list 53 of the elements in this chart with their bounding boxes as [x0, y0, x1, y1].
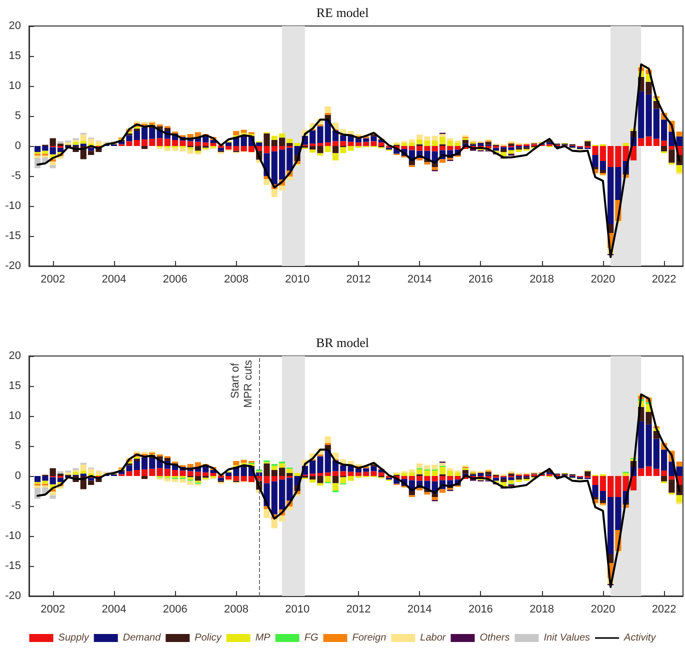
y-tick-label: 5	[14, 110, 21, 122]
x-tick-label: 2002	[40, 274, 66, 286]
x-tick-label: 2022	[652, 274, 676, 286]
chart-title: BR model	[316, 335, 370, 350]
chart-title: RE model	[316, 5, 370, 20]
x-tick-label: 2008	[224, 604, 248, 616]
legend-label: Labor	[420, 632, 446, 644]
legend-label: FG	[304, 632, 318, 644]
x-tick-label: 2020	[590, 274, 616, 286]
x-tick-label: 2010	[285, 274, 310, 286]
y-tick-label: 20	[8, 20, 21, 32]
y-tick-label: -10	[5, 200, 21, 212]
legend-label: Demand	[122, 632, 162, 644]
y-tick-label: -20	[5, 590, 21, 602]
x-tick-label: 2012	[346, 274, 371, 286]
x-tick-label: 2016	[468, 604, 493, 616]
y-tick-label: -15	[5, 560, 21, 572]
y-tick-label: 10	[8, 80, 21, 92]
y-tick-label: 20	[8, 350, 21, 362]
y-tick-label: 0	[14, 470, 21, 482]
legend-label: Supply	[58, 632, 90, 644]
y-tick-label: 5	[14, 440, 21, 452]
ref-line-label: Start of MPR cuts	[230, 360, 255, 408]
y-tick-label: -15	[5, 230, 21, 242]
y-tick-label: -5	[11, 500, 21, 512]
x-tick-label: 2002	[40, 604, 66, 616]
x-tick-label: 2016	[468, 274, 493, 286]
x-tick-label: 2006	[162, 274, 188, 286]
x-tick-label: 2008	[224, 274, 248, 286]
y-tick-label: -10	[5, 530, 21, 542]
legend-label: Others	[480, 632, 510, 644]
x-tick-label: 2022	[652, 604, 676, 616]
y-tick-label: -20	[5, 260, 21, 272]
legend-label: Policy	[194, 632, 222, 644]
x-tick-label: 2020	[590, 604, 616, 616]
x-tick-label: 2004	[102, 274, 126, 286]
x-tick-label: 2014	[407, 604, 432, 616]
x-tick-label: 2004	[102, 604, 126, 616]
y-tick-label: 10	[8, 410, 21, 422]
x-tick-label: 2018	[530, 274, 554, 286]
y-tick-label: 15	[8, 380, 21, 392]
y-tick-label: 0	[14, 140, 21, 152]
legend-label: MP	[255, 632, 271, 644]
x-tick-label: 2014	[407, 274, 432, 286]
y-tick-label: 15	[8, 50, 21, 62]
legend-label: Activity	[623, 632, 657, 644]
y-tick-label: -5	[11, 170, 21, 182]
x-tick-label: 2012	[346, 604, 371, 616]
x-tick-label: 2018	[530, 604, 554, 616]
x-tick-label: 2010	[285, 604, 310, 616]
legend-label: Init Values	[544, 632, 590, 644]
x-tick-label: 2006	[162, 604, 188, 616]
legend-label: Foreign	[352, 632, 387, 644]
